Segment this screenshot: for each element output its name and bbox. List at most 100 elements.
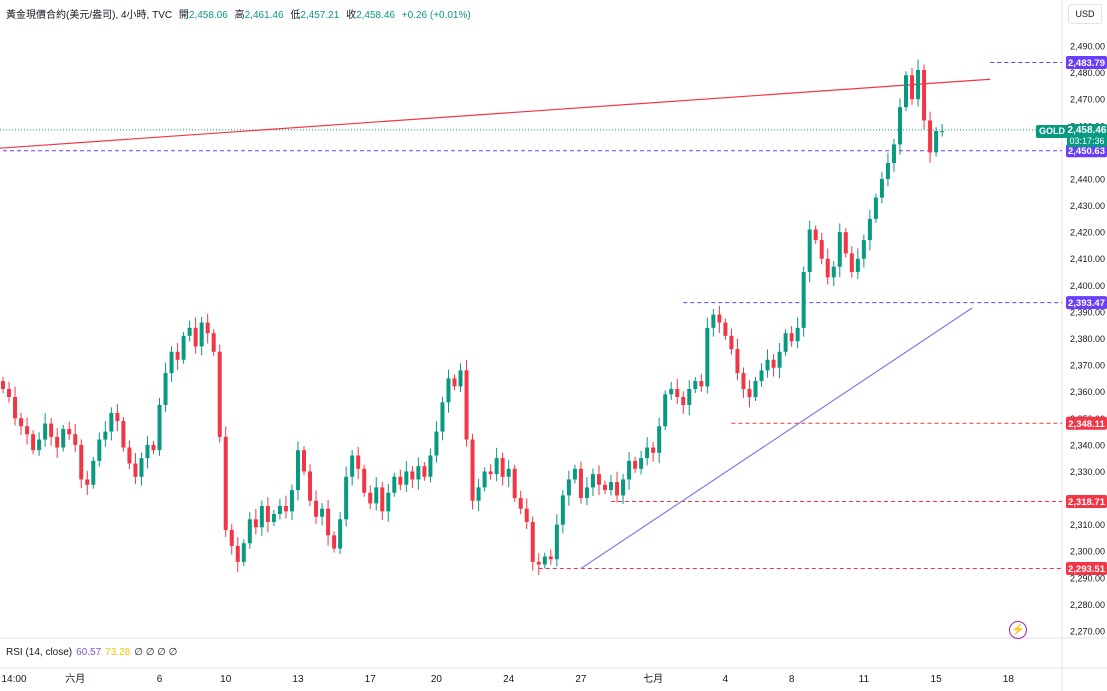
candle-body [37,439,42,451]
high-value: 2,461.46 [244,10,284,21]
high-label: 高 [234,10,245,21]
candle-body [879,178,884,198]
candle-body [368,492,373,504]
candle-body [723,322,728,336]
candle-body [741,373,746,390]
candle-body [759,370,764,382]
candle-body [729,335,734,350]
candle-body [615,482,620,496]
candle-body [181,335,186,360]
y-tick-label: 2,440.00 [1070,174,1105,184]
candle-body [651,447,656,453]
candle-body [410,471,415,480]
y-tick-label: 2,280.00 [1070,600,1105,610]
candle-body [416,466,421,480]
candle-body [765,359,770,371]
x-tick-label: 8 [789,674,795,685]
currency-button[interactable]: USD [1068,4,1102,24]
candle-body [669,389,674,395]
low-value: 2,457.21 [300,10,340,21]
candle-body [916,69,921,100]
candle-body [7,389,12,397]
candle-body [79,444,84,480]
symbol-title[interactable]: 黃金現價合約(美元/盎司), 4小時, TVC [6,10,173,21]
candle-body [705,327,710,387]
candle-body [259,506,264,528]
y-tick-label: 2,420.00 [1070,228,1105,238]
y-tick-label: 2,490.00 [1070,42,1105,52]
price-level-label: 2,318.71 [1068,497,1106,508]
candle-body [897,107,902,145]
candle-body [825,258,830,278]
candle-body [446,378,451,403]
y-tick-label: 2,470.00 [1070,95,1105,105]
candle-body [891,144,896,163]
candle-body [398,476,403,485]
candle-body [831,266,836,278]
x-tick-label: 15 [931,674,943,685]
x-tick-label: 18 [1003,674,1015,685]
price-level-label: 2,348.11 [1068,419,1105,430]
candle-body [380,487,385,512]
candle-body [43,423,48,440]
candle-body [609,482,614,491]
chart-legend: 黃金現價合約(美元/盎司), 4小時, TVC 開2,458.06 高2,461… [6,6,471,21]
candle-body [386,492,391,512]
candle-body [735,349,740,374]
candle-body [885,163,890,179]
candle-body [356,455,361,469]
candle-body [97,439,102,461]
bar-countdown: 03:17:36 [1069,136,1105,146]
trendline [0,78,991,149]
candle-body [55,436,60,448]
candle-body [73,434,78,445]
candle-body [422,466,427,477]
candle-body [217,351,222,437]
y-tick-label: 2,330.00 [1070,467,1105,477]
candle-body [554,524,559,560]
candle-body [801,272,806,328]
candle-body [265,506,270,522]
trendline [580,307,973,570]
candle-body [133,463,138,477]
candle-body [934,131,939,153]
candle-body [663,394,668,427]
candle-body [13,397,18,419]
candle-body [350,455,355,477]
candle-body [699,381,704,387]
candle-body [470,439,475,501]
candle-body [560,495,565,525]
price-level-tag [1066,56,1107,70]
candle-body [657,426,662,453]
rsi-empty-values: ∅ ∅ ∅ ∅ [134,647,178,658]
x-tick-label: 24 [503,674,515,685]
candle-body [807,229,812,273]
rsi-legend[interactable]: RSI (14, close) 60.57 73.28 ∅ ∅ ∅ ∅ [6,647,177,658]
candle-body [524,508,529,522]
candle-body [19,418,24,427]
candle-body [277,506,282,514]
open-value: 2,458.06 [188,10,228,21]
candle-body [428,455,433,477]
rsi-ma-value: 73.28 [105,647,131,658]
candle-body [904,75,908,108]
candle-body [711,314,716,328]
y-tick-label: 2,400.00 [1070,281,1105,291]
x-tick-label: 13 [292,674,304,685]
candle-body [849,253,854,273]
low-label: 低 [290,10,301,21]
candle-body [590,474,595,488]
candle-body [627,460,632,480]
candle-body [500,458,505,477]
candle-body [572,468,577,480]
y-tick-label: 2,380.00 [1070,334,1105,344]
close-value: 2,458.46 [356,10,395,21]
candle-body [603,484,607,491]
price-level-tag [1066,494,1107,508]
candle-body [241,543,246,562]
lightning-icon[interactable]: ⚡ [1009,621,1027,639]
candle-body [235,545,240,562]
candle-body [596,474,601,485]
candle-body [193,327,198,347]
